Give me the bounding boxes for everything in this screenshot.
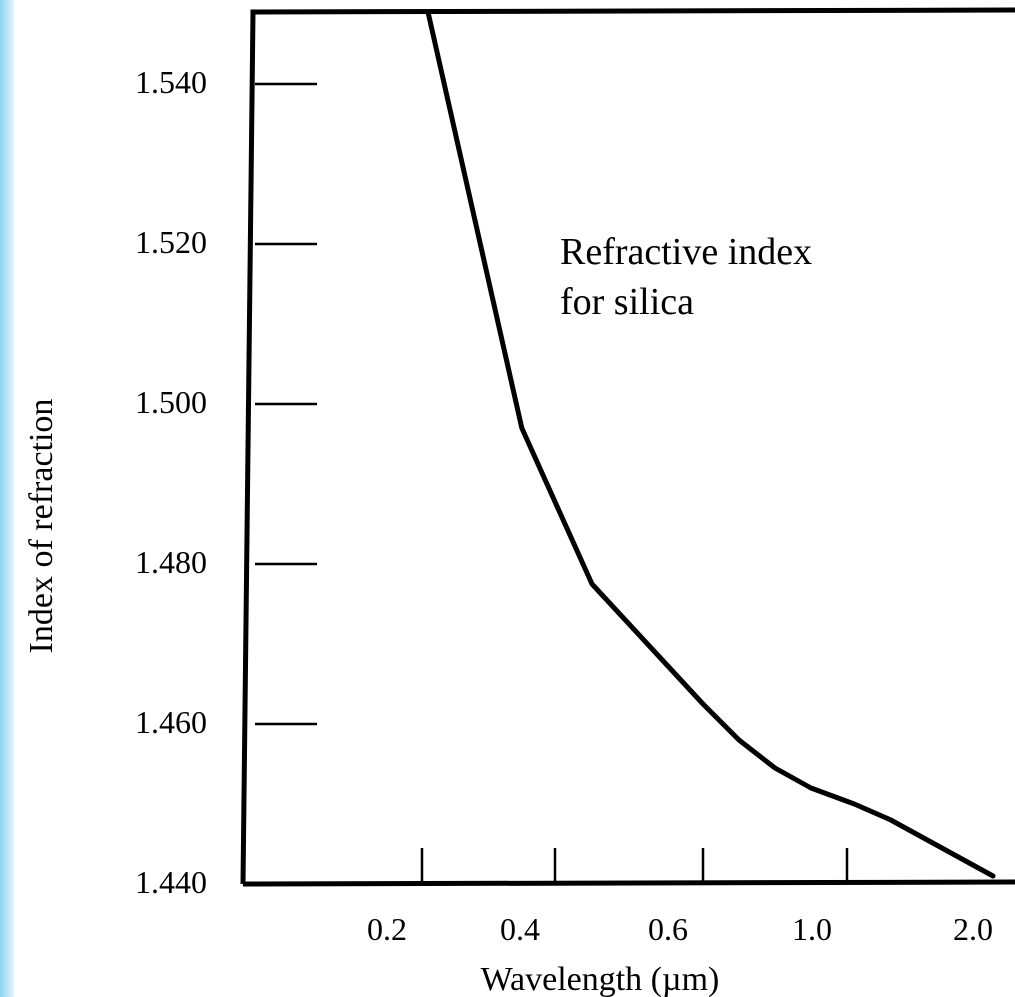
- y-axis-title: Index of refraction: [23, 399, 60, 654]
- y-tick-label: 1.440: [135, 864, 207, 900]
- y-tick-label: 1.540: [135, 64, 207, 100]
- series-line-silica: [425, 9, 996, 879]
- x-tick-label: 0.2: [367, 911, 407, 947]
- y-axis-ticks: 1.540 1.520 1.500 1.480 1.460 1.440: [135, 64, 317, 900]
- left-edge-strip: [0, 0, 14, 997]
- x-tick-label: 0.4: [500, 911, 540, 947]
- chart-frame: [240, 7, 1015, 887]
- axis-frame-left-top: [240, 7, 1015, 885]
- y-tick-label: 1.460: [135, 704, 207, 740]
- x-tick-label: 2.0: [953, 911, 993, 947]
- annotation-line-2: for silica: [560, 281, 694, 323]
- x-tick-label: 1.0: [792, 911, 832, 947]
- x-axis-ticks: 0.2 0.4 0.6 1.0 2.0: [367, 848, 993, 947]
- curve-layer: [425, 9, 996, 879]
- y-tick-label: 1.500: [135, 384, 207, 420]
- y-tick-label: 1.520: [135, 224, 207, 260]
- x-tick-label: 0.6: [648, 911, 688, 947]
- annotation-line-1: Refractive index: [560, 231, 812, 273]
- x-axis-title: Wavelength (µm): [481, 961, 720, 997]
- x-axis-line: [242, 879, 1015, 887]
- y-tick-label: 1.480: [135, 544, 207, 580]
